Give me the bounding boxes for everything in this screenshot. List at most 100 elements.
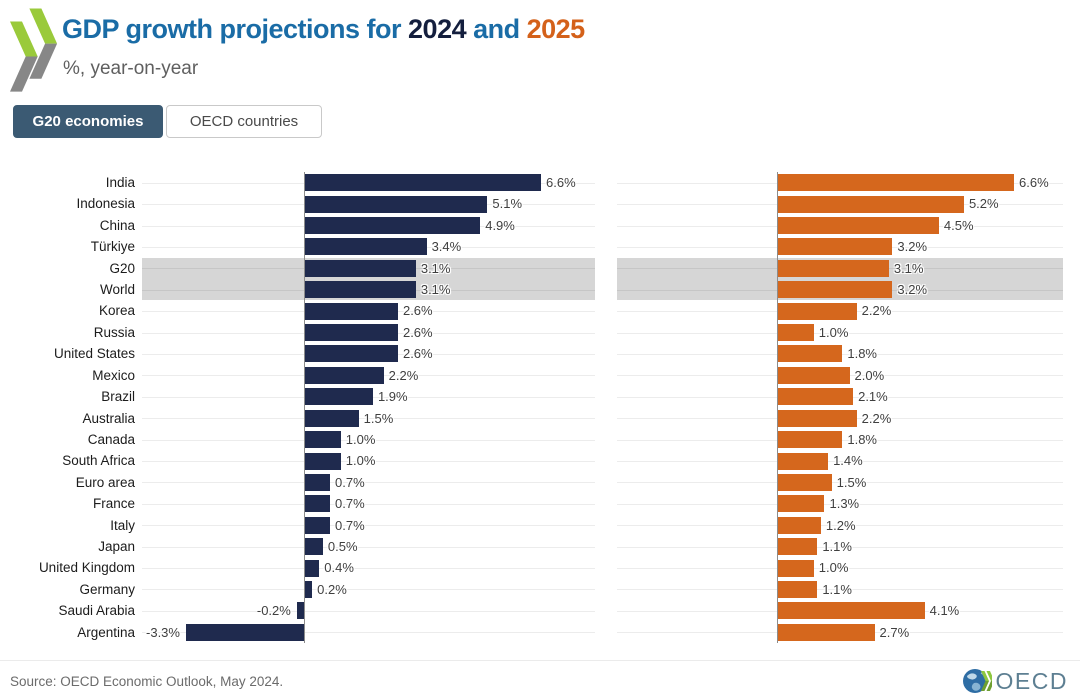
value-label-2025-united-states: 1.8% [847, 346, 877, 362]
bar-2025-world [778, 281, 893, 299]
value-label-2024-euro-area: 0.7% [335, 474, 365, 490]
country-label-australia: Australia [82, 410, 135, 426]
bar-2024-t-rkiye [305, 238, 427, 256]
oecd-globe-icon [962, 669, 992, 693]
gridline [617, 332, 1063, 334]
value-label-2024-united-kingdom: 0.4% [324, 560, 354, 576]
country-label-mexico: Mexico [92, 367, 135, 383]
value-label-2024-korea: 2.6% [402, 303, 433, 319]
bar-2025-united-states [778, 345, 843, 363]
value-label-2024-germany: 0.2% [317, 581, 347, 597]
country-label-italy: Italy [110, 517, 135, 533]
value-label-2024-france: 0.7% [335, 496, 365, 512]
gridline [142, 503, 595, 505]
value-label-2025-argentina: 2.7% [879, 624, 910, 640]
value-label-2024-canada: 1.0% [345, 431, 376, 447]
country-labels-column: India Indonesia China Türkiye G20 World Korea R… [0, 172, 135, 643]
bar-2025-euro-area [778, 473, 832, 491]
value-label-2025-canada: 1.8% [847, 431, 877, 447]
page-title: GDP growth projections for 2024 and 2025 [62, 14, 585, 45]
gridline [142, 525, 595, 527]
bar-2024-g20 [305, 259, 416, 277]
value-label-2024-russia: 2.6% [402, 324, 433, 340]
country-label-world: World [99, 282, 135, 298]
country-label-korea: Korea [98, 303, 135, 319]
gridline [617, 589, 1063, 591]
gridline [142, 439, 595, 441]
bar-2024-australia [305, 409, 359, 427]
bar-2024-mexico [305, 366, 384, 384]
bar-2025-g20 [778, 259, 889, 277]
footer: Source: OECD Economic Outlook, May 2024.… [0, 660, 1080, 700]
bar-2025-russia [778, 324, 814, 342]
bar-2025-argentina [778, 623, 875, 641]
value-label-2025-saudi-arabia: 4.1% [929, 603, 960, 619]
bar-2024-united-states [305, 345, 398, 363]
gridline [617, 461, 1063, 463]
bar-2024-argentina [185, 623, 304, 641]
bar-2025-india [778, 174, 1015, 192]
bar-2025-t-rkiye [778, 238, 893, 256]
value-label-2024-argentina: -3.3% [146, 624, 180, 640]
gridline [617, 482, 1063, 484]
bar-2024-india [305, 174, 542, 192]
country-label-india: India [105, 175, 135, 190]
country-label-united-states: United States [53, 346, 135, 362]
bar-2024-saudi-arabia [296, 602, 304, 620]
value-label-2025-euro-area: 1.5% [836, 474, 867, 490]
bar-2024-germany [305, 580, 313, 598]
gridline [617, 525, 1063, 527]
value-label-2025-australia: 2.2% [861, 410, 892, 426]
plot-2024: 6.6% 5.1% 4.9% 3.4% 3.1% 3.1% 2.6% 2.6% 2.6% 2.2%… [142, 172, 595, 643]
tab-g20-economies[interactable]: G20 economies [13, 105, 163, 138]
value-label-2024-china: 4.9% [485, 217, 515, 233]
bar-2025-italy [778, 516, 821, 534]
country-label-china: China [99, 217, 135, 233]
value-label-2025-korea: 2.2% [861, 303, 892, 319]
value-label-2024-south-africa: 1.0% [345, 453, 376, 469]
country-label-g20: G20 [109, 260, 135, 276]
oecd-double-chevron-logo [10, 8, 58, 92]
value-label-2025-g20: 3.1% [893, 260, 924, 276]
country-label-saudi-arabia: Saudi Arabia [58, 603, 135, 619]
bar-2025-canada [778, 431, 843, 449]
value-label-2025-japan: 1.1% [822, 538, 852, 554]
value-label-2025-china: 4.5% [943, 217, 974, 233]
country-label-united-kingdom: United Kingdom [38, 560, 135, 576]
value-label-2024-indonesia: 5.1% [492, 196, 523, 212]
title-year-2024: 2024 [408, 14, 467, 44]
value-label-2025-south-africa: 1.4% [833, 453, 863, 469]
tab-oecd-countries[interactable]: OECD countries [166, 105, 322, 138]
value-label-2024-india: 6.6% [546, 175, 576, 190]
country-label-france: France [92, 496, 135, 512]
tab-oecd-label: OECD countries [189, 113, 299, 130]
gridline [617, 503, 1063, 505]
bar-2024-korea [305, 302, 398, 320]
bar-2024-world [305, 281, 416, 299]
country-label-south-africa: South Africa [62, 453, 135, 469]
value-label-2025-indonesia: 5.2% [968, 196, 999, 212]
bar-2025-germany [778, 580, 818, 598]
bar-2024-russia [305, 324, 398, 342]
source-note: Source: OECD Economic Outlook, May 2024. [10, 674, 284, 689]
country-label-brazil: Brazil [101, 389, 135, 405]
gridline [142, 418, 595, 420]
gridline [142, 589, 595, 591]
bar-2025-south-africa [778, 452, 829, 470]
bar-2025-japan [778, 538, 818, 556]
gridline [617, 546, 1063, 548]
country-label-argentina: Argentina [77, 624, 135, 640]
bar-2024-italy [305, 516, 331, 534]
bar-2024-japan [305, 538, 323, 556]
value-label-2024-japan: 0.5% [327, 538, 358, 554]
value-label-2024-australia: 1.5% [363, 410, 394, 426]
tab-g20-label: G20 economies [32, 113, 144, 130]
country-label-russia: Russia [93, 324, 135, 340]
title-year-2025: 2025 [526, 14, 586, 44]
country-label-germany: Germany [79, 581, 135, 597]
country-label-euro-area: Euro area [75, 474, 135, 490]
value-label-2024-g20: 3.1% [420, 260, 451, 276]
zero-axis-2025 [777, 172, 778, 643]
page-subtitle: %, year-on-year [63, 58, 199, 79]
